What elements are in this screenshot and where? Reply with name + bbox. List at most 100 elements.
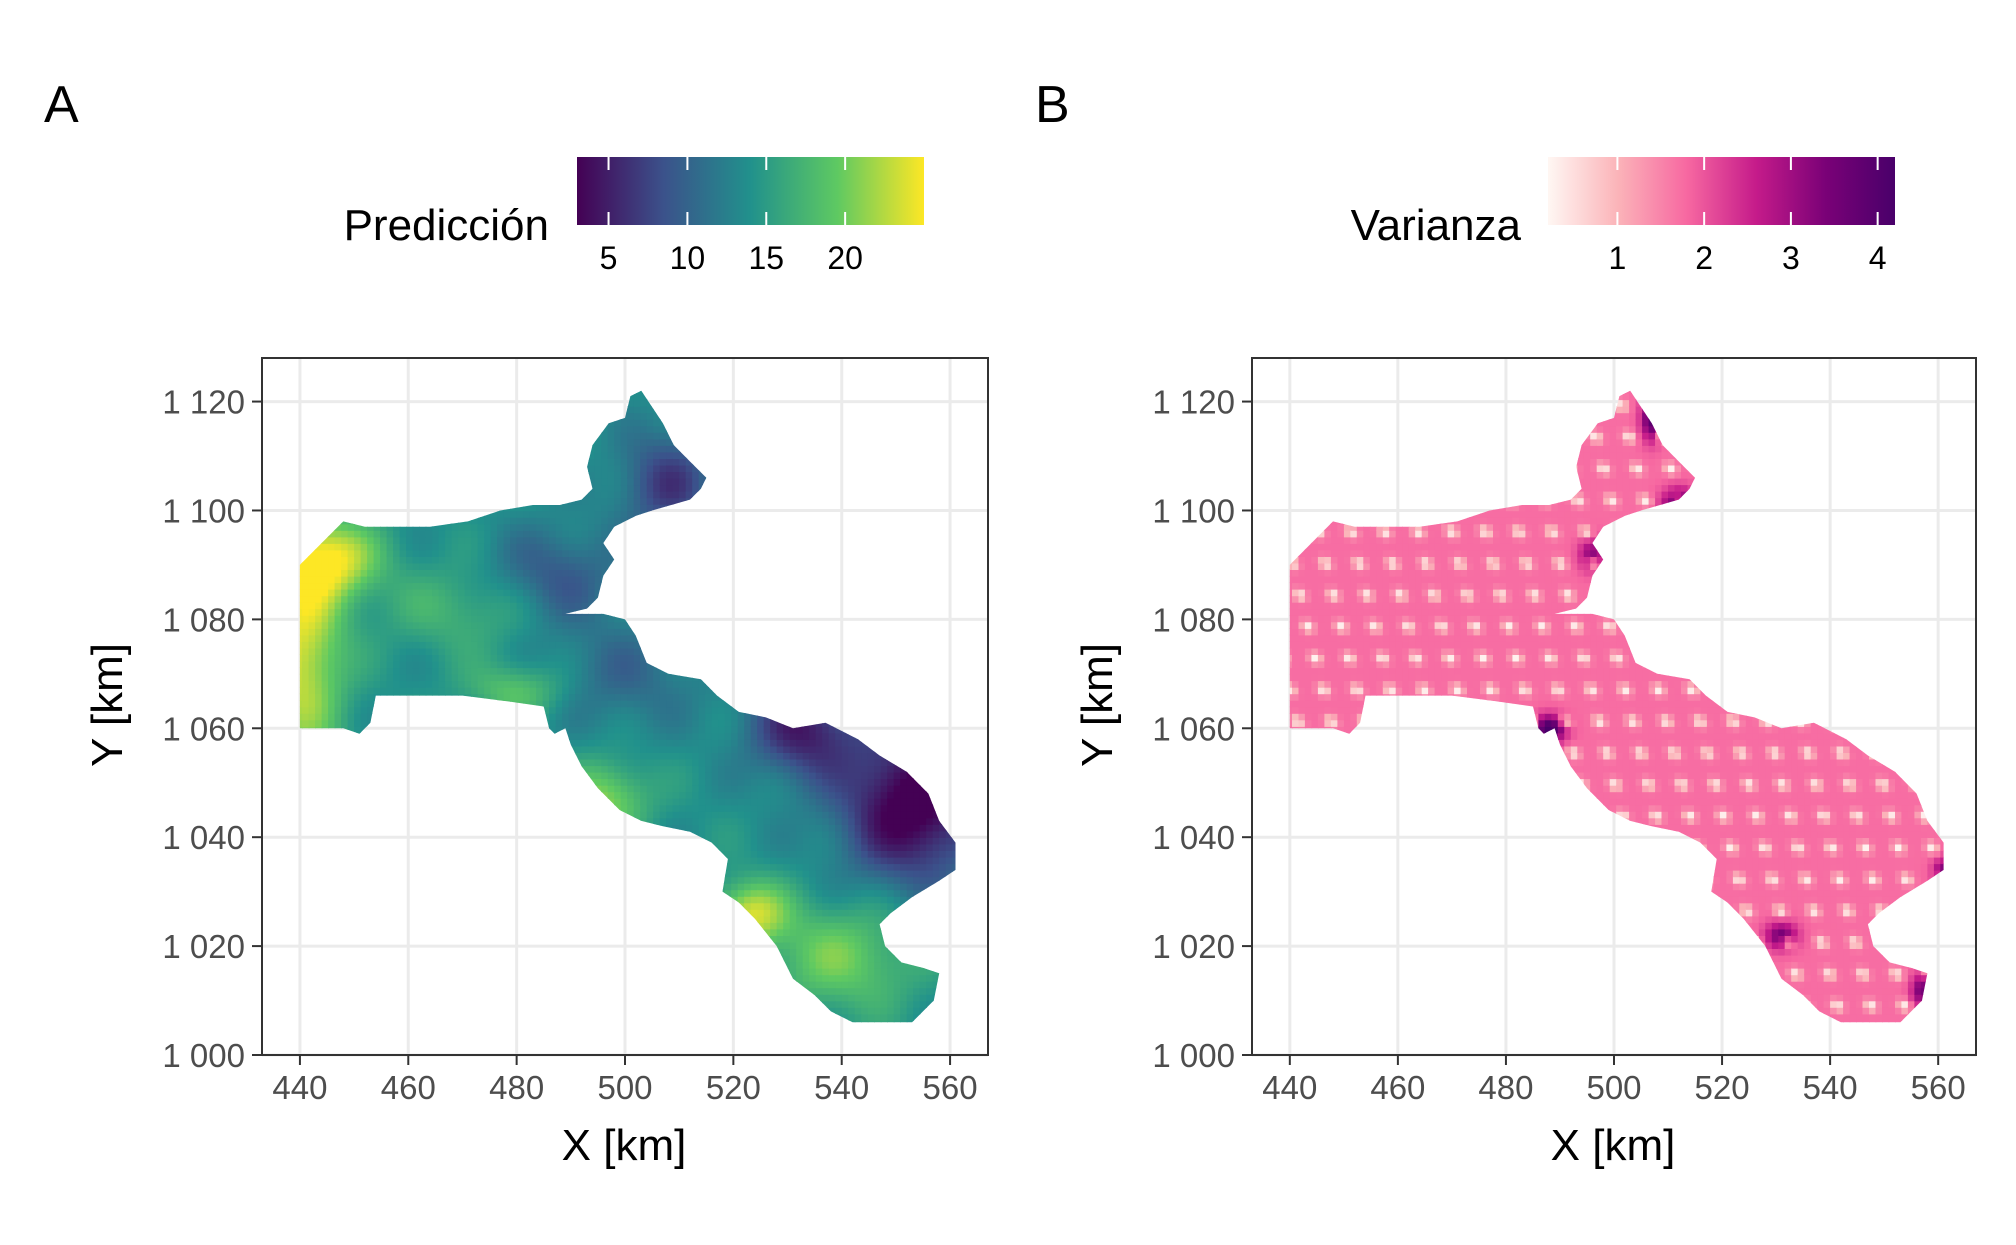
raster-cell	[419, 588, 427, 597]
raster-cell	[523, 503, 531, 512]
raster-cell	[575, 680, 583, 688]
raster-cell	[549, 530, 557, 538]
raster-cell	[419, 673, 427, 682]
raster-cell	[425, 582, 433, 590]
raster-cell	[484, 530, 492, 538]
raster-cell	[425, 523, 433, 531]
raster-cell	[497, 634, 505, 642]
raster-cell	[568, 517, 576, 525]
raster-cell	[360, 654, 368, 662]
raster-cell	[432, 660, 440, 669]
raster-cell	[581, 752, 589, 760]
raster-cell	[581, 667, 589, 675]
raster-cell	[568, 667, 576, 675]
raster-cell	[523, 517, 531, 525]
raster-cell	[490, 660, 498, 669]
raster-cell	[458, 660, 466, 669]
raster-cell	[490, 530, 498, 538]
raster-cell	[315, 660, 323, 669]
raster-cell	[367, 582, 375, 590]
raster-cell	[510, 647, 518, 655]
raster-cell	[549, 575, 557, 584]
raster-cell	[299, 719, 303, 727]
raster-cell	[503, 667, 511, 675]
raster-cell	[536, 588, 544, 597]
raster-cell	[568, 660, 576, 669]
raster-cell	[568, 732, 576, 740]
raster-cell	[399, 530, 407, 538]
raster-cell	[529, 680, 537, 688]
raster-cell	[367, 575, 375, 584]
raster-cell	[308, 628, 316, 636]
raster-cell	[516, 693, 524, 701]
raster-cell	[308, 673, 316, 682]
raster-cell	[334, 582, 342, 590]
raster-cell	[360, 700, 368, 708]
raster-cell	[555, 523, 563, 531]
raster-cell	[581, 732, 589, 740]
raster-cell	[523, 608, 531, 616]
raster-cell	[334, 562, 342, 570]
raster-cell	[386, 582, 394, 590]
raster-cell	[581, 569, 589, 577]
raster-cell	[549, 588, 557, 597]
raster-cell	[549, 680, 557, 688]
raster-cell	[581, 765, 589, 773]
raster-cell	[354, 634, 362, 642]
raster-cell	[542, 713, 550, 721]
raster-cell	[315, 595, 323, 603]
raster-cell	[601, 673, 609, 682]
raster-cell	[484, 569, 492, 577]
raster-cell	[367, 628, 375, 636]
raster-cell	[601, 536, 609, 544]
raster-cell	[594, 510, 602, 518]
raster-cell	[432, 575, 440, 584]
raster-cell	[549, 713, 557, 721]
raster-cell	[568, 700, 576, 708]
raster-cell	[451, 582, 459, 590]
raster-cell	[347, 693, 355, 701]
raster-cell	[412, 628, 420, 636]
raster-cell	[549, 608, 557, 616]
raster-cell	[458, 608, 466, 616]
raster-cell	[523, 530, 531, 538]
raster-cell	[484, 628, 492, 636]
raster-cell	[399, 647, 407, 655]
raster-cell	[490, 543, 498, 551]
raster-cell	[425, 621, 433, 629]
raster-cell	[412, 608, 420, 616]
raster-cell	[341, 706, 349, 714]
raster-cell	[299, 569, 303, 577]
raster-cell	[308, 680, 316, 688]
raster-cell	[607, 634, 615, 642]
raster-cell	[412, 654, 420, 662]
raster-cell	[367, 673, 375, 682]
raster-cell	[412, 667, 420, 675]
raster-cell	[510, 693, 518, 701]
raster-cell	[302, 647, 310, 655]
raster-cell	[490, 595, 498, 603]
raster-cell	[438, 556, 446, 564]
raster-cell	[438, 543, 446, 551]
raster-cell	[315, 582, 323, 590]
raster-cell	[562, 615, 570, 623]
colorbar-tick-label: 15	[748, 240, 784, 276]
raster-cell	[321, 673, 329, 682]
raster-cell	[438, 615, 446, 623]
raster-cell	[484, 608, 492, 616]
raster-cell	[458, 628, 466, 636]
raster-cell	[477, 569, 485, 577]
raster-cell	[497, 588, 505, 597]
raster-cell	[419, 569, 427, 577]
raster-cell	[419, 601, 427, 610]
raster-cell	[334, 693, 342, 701]
raster-cell	[464, 588, 472, 597]
raster-cell	[490, 536, 498, 544]
raster-cell	[529, 628, 537, 636]
raster-cell	[497, 608, 505, 616]
raster-cell	[425, 601, 433, 610]
raster-cell	[445, 601, 453, 610]
raster-cell	[607, 758, 615, 767]
raster-cell	[341, 700, 349, 708]
raster-cell	[581, 654, 589, 662]
